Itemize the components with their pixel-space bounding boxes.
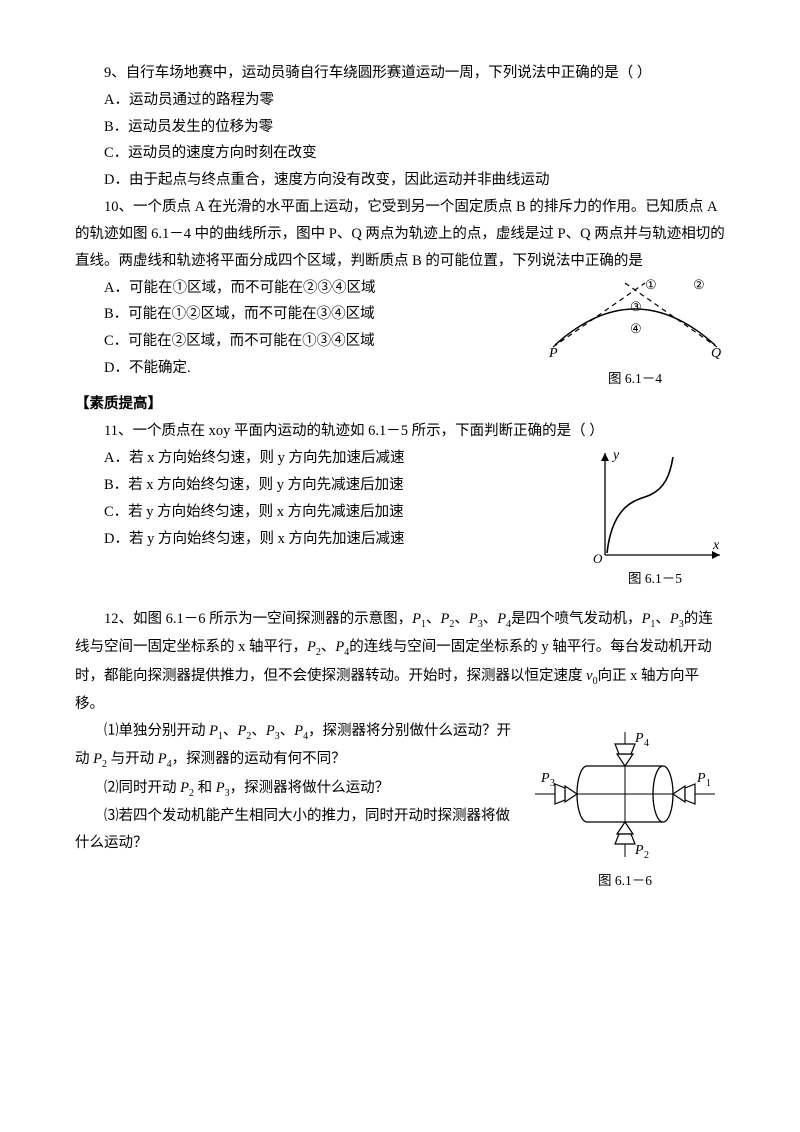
q9-opt-d: D．由于起点与终点重合，速度方向没有改变，因此运动并非曲线运动 — [75, 167, 725, 194]
fig614-caption: 图 6.1－4 — [545, 367, 725, 392]
q10-block: 10、一个质点 A 在光滑的水平面上运动，它受到另一个固定质点 B 的排斥力的作… — [75, 194, 725, 391]
figure-6-1-5: x y O 图 6.1－5 — [585, 445, 725, 592]
svg-text:3: 3 — [550, 778, 555, 789]
q11-stem: 11、一个质点在 xoy 平面内运动的轨迹如 6.1－5 所示，下面判断正确的是… — [75, 418, 725, 445]
svg-text:4: 4 — [644, 738, 649, 749]
fig614-P: P — [548, 346, 558, 361]
fig615-O: O — [593, 551, 603, 565]
fig614-r4: ④ — [630, 321, 642, 336]
fig614-r3: ③ — [630, 299, 642, 314]
q12-stem: 12、如图 6.1－6 所示为一空间探测器的示意图，P1、P2、P3、P4是四个… — [75, 606, 725, 718]
fig616-svg: P1 P2 P3 P4 — [525, 722, 725, 867]
q10-stem: 10、一个质点 A 在光滑的水平面上运动，它受到另一个固定质点 B 的排斥力的作… — [75, 194, 725, 274]
q9-opt-a: A．运动员通过的路程为零 — [75, 87, 725, 114]
figure-6-1-6: P1 P2 P3 P4 图 6.1－6 — [525, 722, 725, 894]
fig615-x: x — [712, 538, 720, 553]
svg-text:P: P — [634, 843, 644, 858]
figure-6-1-4: ① ② ③ ④ P Q 图 6.1－4 — [545, 275, 725, 392]
fig616-caption: 图 6.1－6 — [525, 869, 725, 894]
svg-text:P: P — [696, 771, 706, 786]
q12-block: 12、如图 6.1－6 所示为一空间探测器的示意图，P1、P2、P3、P4是四个… — [75, 606, 725, 894]
fig614-Q: Q — [711, 346, 721, 361]
q9-opt-b: B．运动员发生的位移为零 — [75, 114, 725, 141]
q11-block: 11、一个质点在 xoy 平面内运动的轨迹如 6.1－5 所示，下面判断正确的是… — [75, 418, 725, 592]
svg-text:1: 1 — [706, 778, 711, 789]
fig615-svg: x y O — [585, 445, 725, 565]
section-header: 【素质提高】 — [75, 391, 725, 418]
svg-text:P: P — [540, 771, 550, 786]
page: 9、自行车场地赛中，运动员骑自行车绕圆形赛道运动一周，下列说法中正确的是（ ） … — [0, 0, 800, 934]
fig614-r1: ① — [645, 277, 657, 292]
fig615-y: y — [611, 448, 620, 463]
fig614-svg: ① ② ③ ④ P Q — [545, 275, 725, 365]
svg-text:2: 2 — [644, 850, 649, 861]
svg-text:P: P — [634, 731, 644, 746]
q9-stem: 9、自行车场地赛中，运动员骑自行车绕圆形赛道运动一周，下列说法中正确的是（ ） — [75, 60, 725, 87]
fig614-r2: ② — [693, 277, 705, 292]
q9-opt-c: C．运动员的速度方向时刻在改变 — [75, 140, 725, 167]
fig615-caption: 图 6.1－5 — [585, 567, 725, 592]
